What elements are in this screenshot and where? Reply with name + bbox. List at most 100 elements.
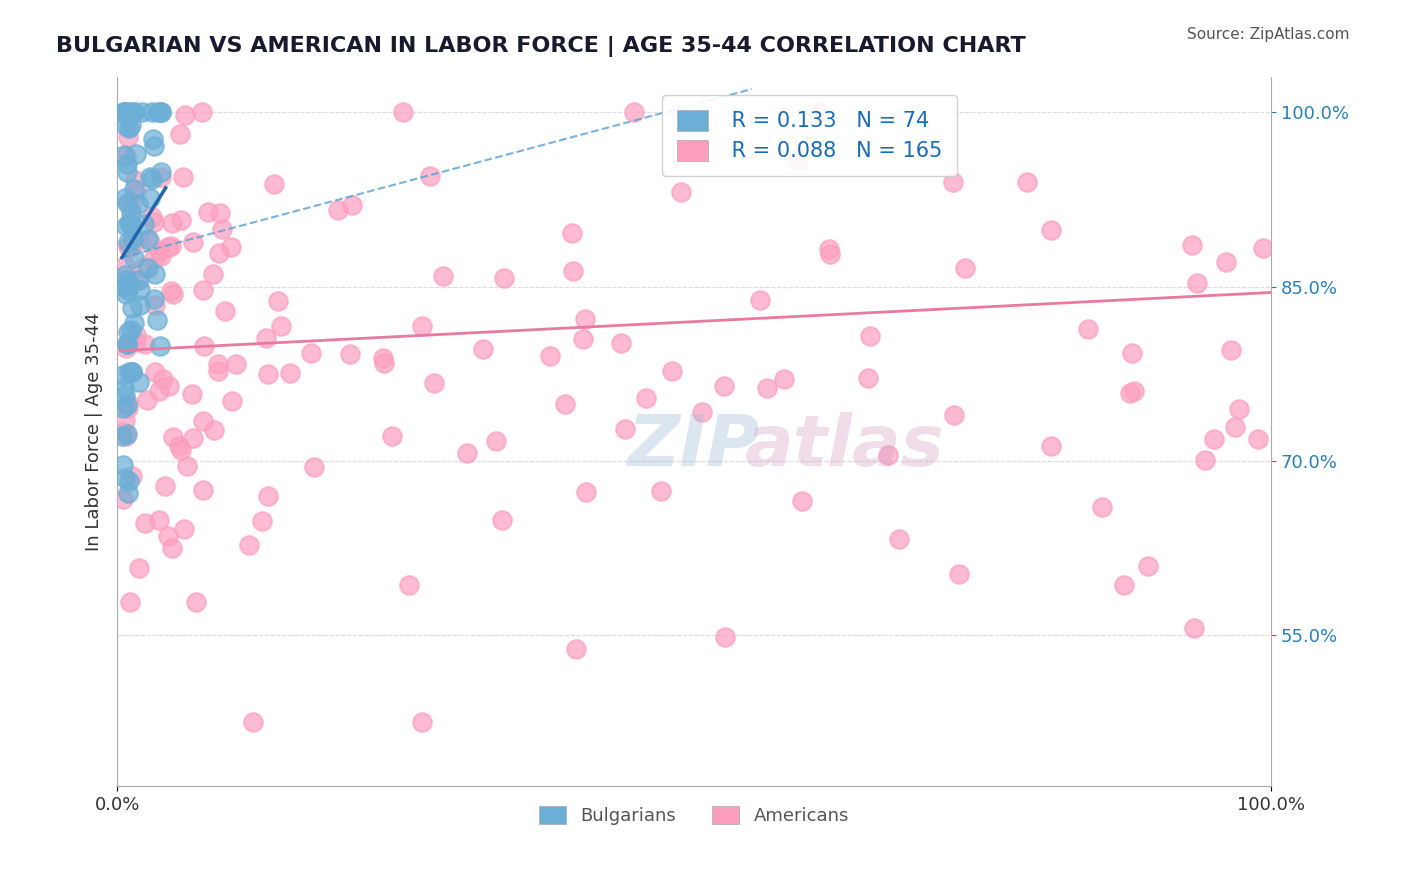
Point xyxy=(114,191,136,205)
Point xyxy=(120,323,142,337)
Y-axis label: In Labor Force | Age 35-44: In Labor Force | Age 35-44 xyxy=(86,313,103,551)
Point xyxy=(122,316,145,330)
Point xyxy=(150,249,173,263)
Point xyxy=(432,269,454,284)
Point xyxy=(1247,433,1270,447)
Point xyxy=(456,446,478,460)
Point xyxy=(114,272,136,286)
Point xyxy=(125,327,148,342)
Point xyxy=(1215,254,1237,268)
Point xyxy=(267,294,290,309)
Point xyxy=(153,479,176,493)
Point xyxy=(115,219,138,234)
Point xyxy=(191,483,214,497)
Point xyxy=(111,368,134,383)
Point xyxy=(1227,402,1250,417)
Point xyxy=(121,301,143,315)
Point xyxy=(115,337,138,351)
Point xyxy=(136,260,159,275)
Point xyxy=(256,331,278,345)
Point xyxy=(713,379,735,393)
Point xyxy=(167,439,190,453)
Point xyxy=(202,423,225,437)
Point xyxy=(554,397,576,411)
Point xyxy=(538,349,561,363)
Point xyxy=(128,561,150,575)
Point xyxy=(142,215,165,229)
Point xyxy=(121,468,143,483)
Point xyxy=(112,425,135,440)
Point xyxy=(1194,453,1216,467)
Point xyxy=(242,714,264,729)
Point xyxy=(176,459,198,474)
Point xyxy=(128,233,150,247)
Point xyxy=(129,297,152,311)
Point xyxy=(112,380,135,394)
Point xyxy=(149,169,172,184)
Point xyxy=(342,198,364,212)
Point xyxy=(1204,432,1226,446)
Point xyxy=(128,273,150,287)
Point xyxy=(1219,343,1241,357)
Point xyxy=(172,169,194,184)
Point xyxy=(650,484,672,499)
Point xyxy=(193,414,215,428)
Point xyxy=(270,318,292,333)
Point xyxy=(138,232,160,246)
Point xyxy=(122,251,145,265)
Point xyxy=(1039,223,1062,237)
Text: Source: ZipAtlas.com: Source: ZipAtlas.com xyxy=(1187,27,1350,42)
Point xyxy=(575,484,598,499)
Point xyxy=(690,405,713,419)
Point xyxy=(197,205,219,219)
Point xyxy=(149,164,172,178)
Point xyxy=(117,238,139,252)
Point xyxy=(135,392,157,407)
Point xyxy=(129,283,152,297)
Point xyxy=(565,642,588,657)
Text: BULGARIAN VS AMERICAN IN LABOR FORCE | AGE 35-44 CORRELATION CHART: BULGARIAN VS AMERICAN IN LABOR FORCE | A… xyxy=(56,36,1026,57)
Point xyxy=(128,375,150,389)
Point xyxy=(114,268,136,282)
Point xyxy=(411,318,433,333)
Point xyxy=(118,242,141,256)
Point xyxy=(117,486,139,500)
Point xyxy=(948,566,970,581)
Point xyxy=(491,513,513,527)
Point xyxy=(173,522,195,536)
Point xyxy=(117,325,139,339)
Point xyxy=(562,264,585,278)
Point xyxy=(118,336,141,351)
Point xyxy=(169,128,191,142)
Point xyxy=(1091,500,1114,515)
Point xyxy=(472,342,495,356)
Point xyxy=(256,489,278,503)
Point xyxy=(398,577,420,591)
Point xyxy=(574,312,596,326)
Point xyxy=(859,329,882,343)
Point xyxy=(143,251,166,265)
Point xyxy=(152,372,174,386)
Point xyxy=(127,273,149,287)
Point xyxy=(302,460,325,475)
Point xyxy=(134,516,156,531)
Point xyxy=(118,276,141,290)
Point xyxy=(150,105,173,120)
Point xyxy=(120,201,142,215)
Point xyxy=(115,105,138,120)
Point xyxy=(1180,238,1202,252)
Point xyxy=(889,532,911,546)
Point xyxy=(373,356,395,370)
Point xyxy=(181,387,204,401)
Point xyxy=(943,408,966,422)
Point xyxy=(117,235,139,250)
Point xyxy=(141,105,163,120)
Point xyxy=(150,105,173,120)
Point xyxy=(120,118,142,132)
Point xyxy=(856,370,879,384)
Point xyxy=(221,393,243,408)
Point xyxy=(141,210,163,224)
Point xyxy=(148,384,170,398)
Point xyxy=(219,240,242,254)
Point xyxy=(1015,176,1038,190)
